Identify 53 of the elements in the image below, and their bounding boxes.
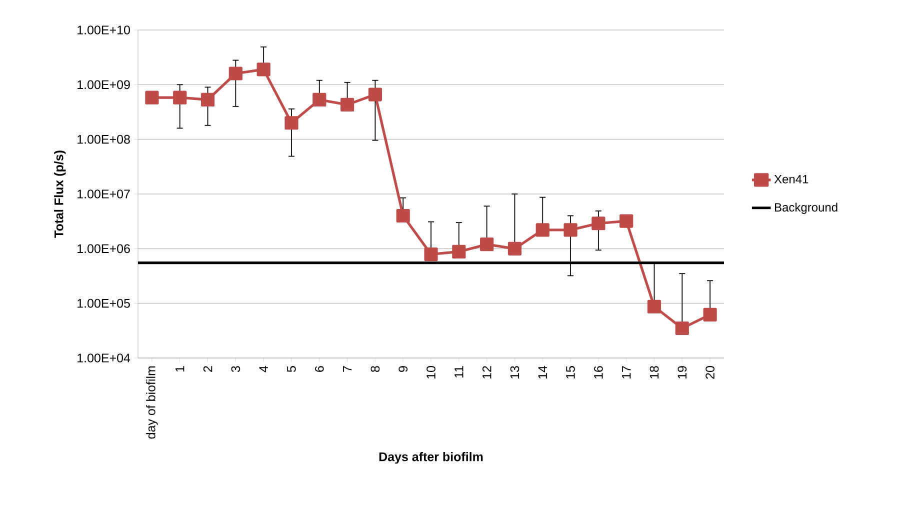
x-tick-label: 9 bbox=[398, 366, 408, 372]
x-axis-title: Days after biofilm bbox=[379, 452, 483, 464]
point bbox=[592, 216, 606, 230]
y-tick-label: 1.00E+04 bbox=[78, 354, 130, 362]
point bbox=[200, 92, 215, 107]
x-tick-label: 16 bbox=[594, 366, 603, 378]
point bbox=[340, 98, 354, 112]
x-tick-label: 8 bbox=[370, 366, 380, 372]
point bbox=[312, 92, 326, 107]
x-tick-label: 6 bbox=[314, 366, 324, 372]
x-tick-label: 19 bbox=[678, 366, 687, 378]
point bbox=[368, 88, 382, 102]
point bbox=[396, 208, 410, 223]
point bbox=[284, 116, 298, 130]
point bbox=[647, 300, 662, 314]
point bbox=[675, 321, 689, 336]
x-tick-label: 4 bbox=[259, 366, 268, 372]
x-tick-label: 12 bbox=[482, 366, 492, 378]
x-tick-label: 10 bbox=[426, 366, 436, 378]
point bbox=[173, 90, 187, 104]
y-tick-label: 1.00E+07 bbox=[78, 190, 130, 198]
x-tick-label: 1 bbox=[176, 366, 184, 372]
point bbox=[228, 66, 242, 80]
legend-label: Xen41 bbox=[774, 175, 808, 184]
y-tick-label: 1.00E+10 bbox=[78, 26, 130, 34]
point bbox=[703, 308, 717, 322]
x-tick-label: 2 bbox=[203, 366, 212, 372]
x-tick-label: 13 bbox=[510, 366, 520, 378]
x-tick-label: 5 bbox=[287, 366, 296, 372]
point bbox=[424, 247, 438, 262]
x-tick-label: 11 bbox=[454, 366, 464, 378]
point bbox=[256, 62, 270, 76]
point bbox=[564, 223, 578, 237]
y-tick-label: 1.00E+08 bbox=[78, 134, 130, 144]
x-tick-label: 20 bbox=[706, 366, 714, 379]
y-axis-title: Total Flux (p/s) bbox=[54, 150, 66, 238]
x-tick-label: 3 bbox=[231, 366, 240, 372]
x-tick-label: day of biofilm bbox=[146, 366, 158, 439]
point bbox=[452, 244, 466, 258]
y-tick-label: 1.00E+06 bbox=[78, 244, 130, 254]
x-tick-label: 14 bbox=[538, 366, 547, 378]
point bbox=[536, 223, 550, 237]
legend-label: Background bbox=[775, 202, 838, 214]
point bbox=[480, 238, 494, 252]
y-tick-label: 1.00E+09 bbox=[78, 80, 130, 90]
point bbox=[620, 214, 634, 228]
point bbox=[508, 242, 522, 256]
x-tick-label: 7 bbox=[342, 366, 352, 372]
x-tick-label: 18 bbox=[650, 366, 659, 378]
y-tick-label: 1.00E+05 bbox=[78, 298, 130, 308]
x-tick-label: 15 bbox=[566, 366, 575, 378]
point bbox=[145, 90, 159, 104]
x-tick-label: 17 bbox=[622, 366, 631, 378]
